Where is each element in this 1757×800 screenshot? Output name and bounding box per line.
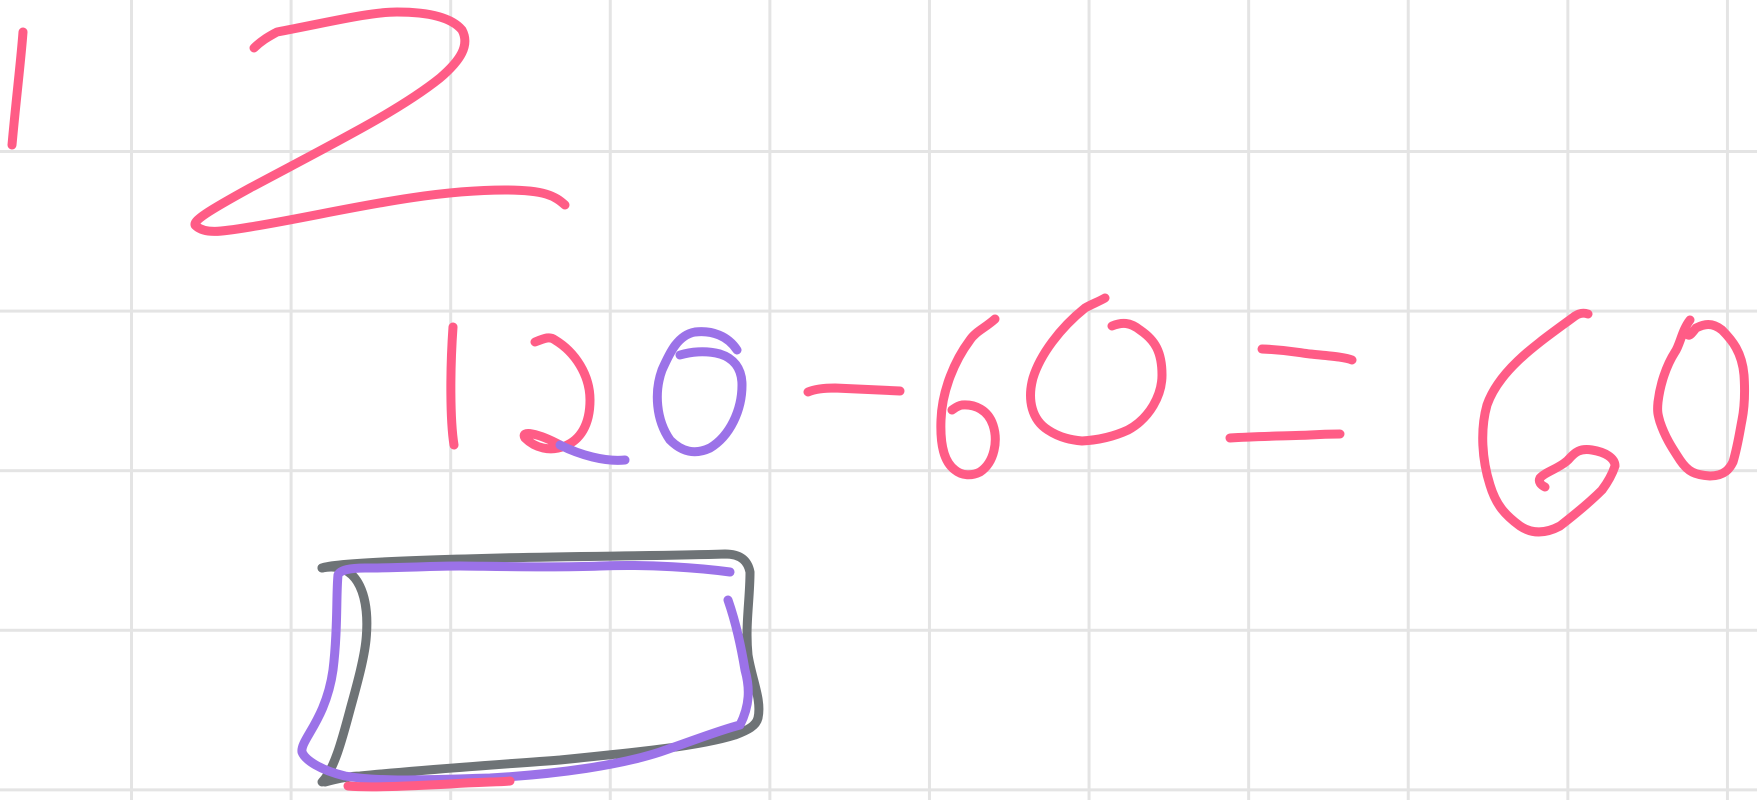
handwritten-rectangle-gray xyxy=(317,549,764,787)
handwritten-digit-6-subtrahend xyxy=(936,314,1000,480)
handwritten-underline-pink xyxy=(343,776,515,792)
handwritten-digit-0-equation xyxy=(652,327,747,457)
handwritten-digit-2 xyxy=(190,7,570,236)
handwritten-digit-2-equation xyxy=(519,333,630,465)
handwritten-digit-0-result xyxy=(1653,315,1750,481)
handwritten-digit-1-equation xyxy=(446,322,459,450)
handwritten-digit-6-result xyxy=(1478,308,1620,537)
handwritten-digit-0-subtrahend xyxy=(1026,293,1167,446)
handwritten-minus-sign xyxy=(803,383,905,397)
handwritten-rectangle-purple xyxy=(297,560,753,785)
handwritten-digit-1 xyxy=(7,27,28,150)
handwritten-equals-sign xyxy=(1225,344,1357,443)
